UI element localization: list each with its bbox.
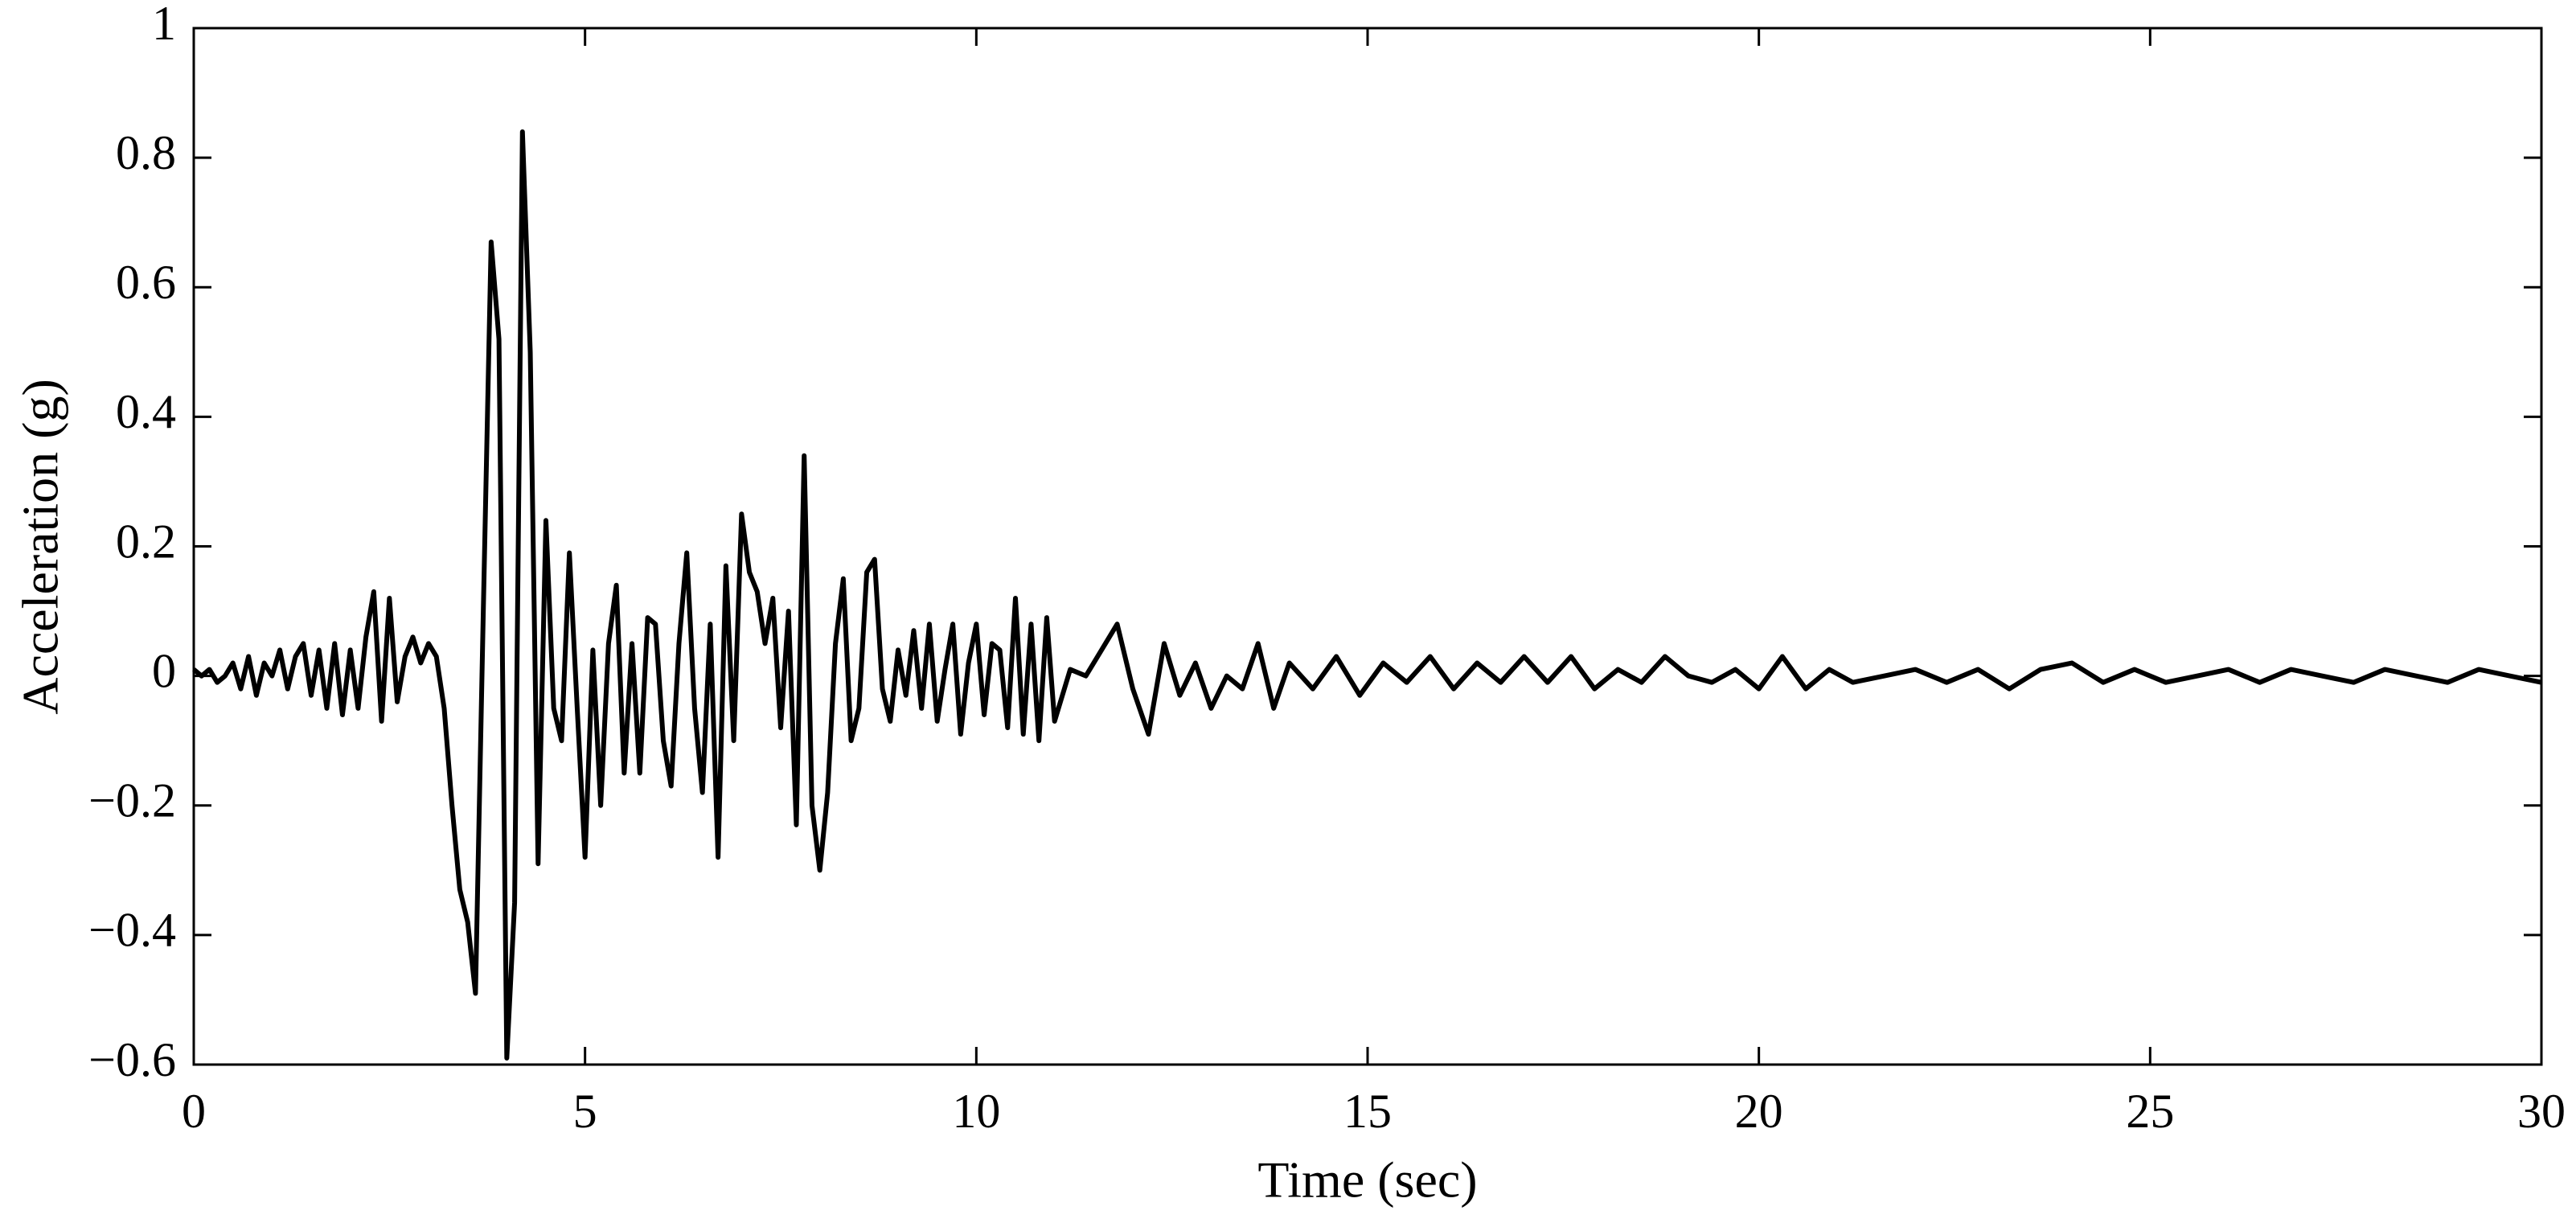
y-tick-label: 0.8 <box>116 126 176 179</box>
x-axis-label: Time (sec) <box>1257 1151 1477 1209</box>
y-tick-label: 0.4 <box>116 385 176 438</box>
y-axis-label: Acceleration (g) <box>12 379 69 715</box>
y-tick-label: −0.2 <box>88 774 176 827</box>
x-tick-label: 15 <box>1343 1085 1392 1138</box>
y-tick-label: 0.2 <box>116 515 176 568</box>
x-tick-label: 5 <box>573 1085 597 1138</box>
signal-line <box>192 129 2542 1061</box>
y-tick-label: 0 <box>152 644 176 697</box>
x-tick-label: 20 <box>1735 1085 1783 1138</box>
x-tick-label: 0 <box>182 1085 206 1138</box>
y-tick-label: 0.6 <box>116 256 176 309</box>
x-tick-label: 25 <box>2126 1085 2174 1138</box>
x-tick-label: 10 <box>952 1085 1000 1138</box>
y-tick-label: 1 <box>152 0 176 50</box>
y-tick-label: −0.4 <box>88 904 176 957</box>
y-tick-label: −0.6 <box>88 1033 176 1086</box>
x-tick-label: 30 <box>2517 1085 2566 1138</box>
